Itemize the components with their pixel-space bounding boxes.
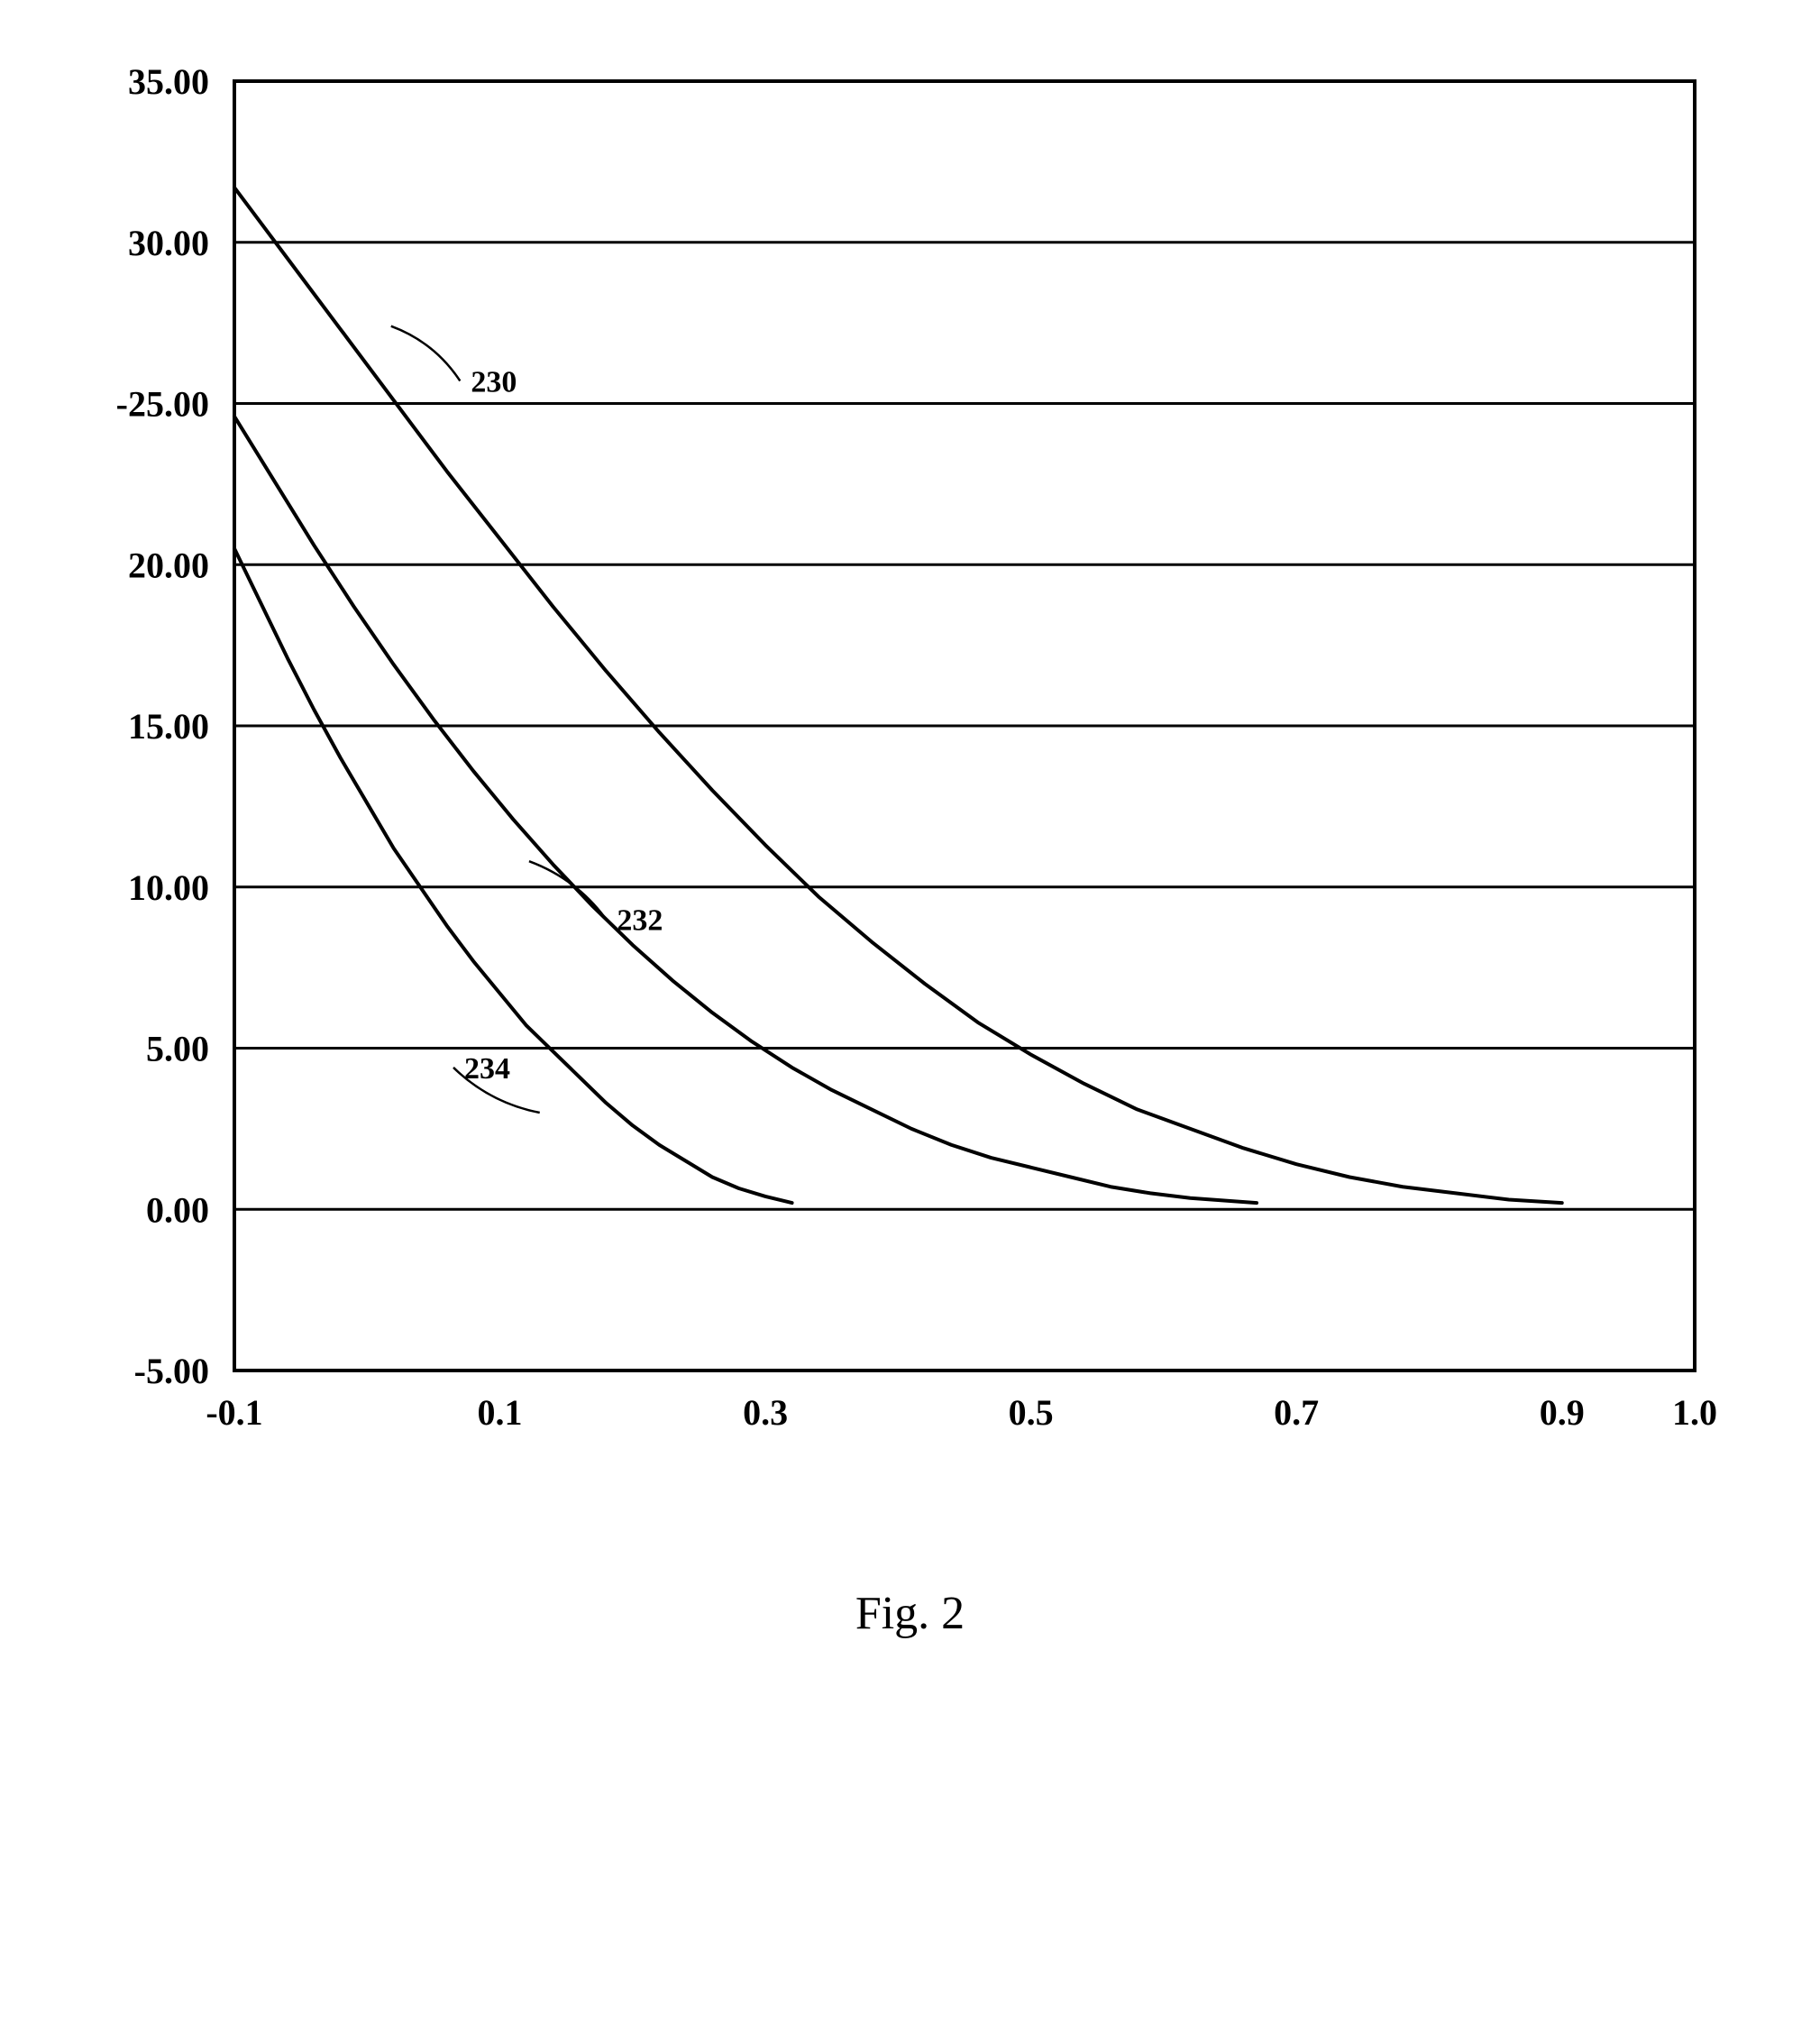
- ytick-label: 10.00: [128, 867, 209, 908]
- callout-label-230: 230: [471, 365, 517, 399]
- ytick-label: -25.00: [115, 384, 208, 425]
- figure-container: -5.00 0.00 5.00 10.00 15.00 20.00 -25.00 30.00 3…: [54, 36, 1767, 1640]
- xtick-label: 0.9: [1539, 1392, 1584, 1433]
- xtick-label: 0.3: [743, 1392, 788, 1433]
- ytick-label: 20.00: [128, 545, 209, 585]
- xtick-label: 0.5: [1008, 1392, 1053, 1433]
- xtick-label: 0.1: [477, 1392, 522, 1433]
- callout-label-232: 232: [617, 904, 663, 938]
- chart-svg: -5.00 0.00 5.00 10.00 15.00 20.00 -25.00 30.00 3…: [54, 36, 1767, 1479]
- xtick-label: 0.7: [1274, 1392, 1319, 1433]
- ytick-label: 5.00: [146, 1029, 209, 1069]
- figure-caption: Fig. 2: [54, 1587, 1767, 1640]
- ytick-label: 30.00: [128, 223, 209, 263]
- ytick-label: 15.00: [128, 706, 209, 747]
- callout-label-234: 234: [464, 1052, 510, 1086]
- ytick-label: 0.00: [146, 1189, 209, 1230]
- xtick-label: 1.0: [1672, 1392, 1717, 1433]
- xtick-label: -0.1: [206, 1392, 262, 1433]
- ytick-label: 35.00: [128, 61, 209, 102]
- ytick-label: -5.00: [133, 1351, 208, 1391]
- chart-bg: [54, 36, 1767, 1479]
